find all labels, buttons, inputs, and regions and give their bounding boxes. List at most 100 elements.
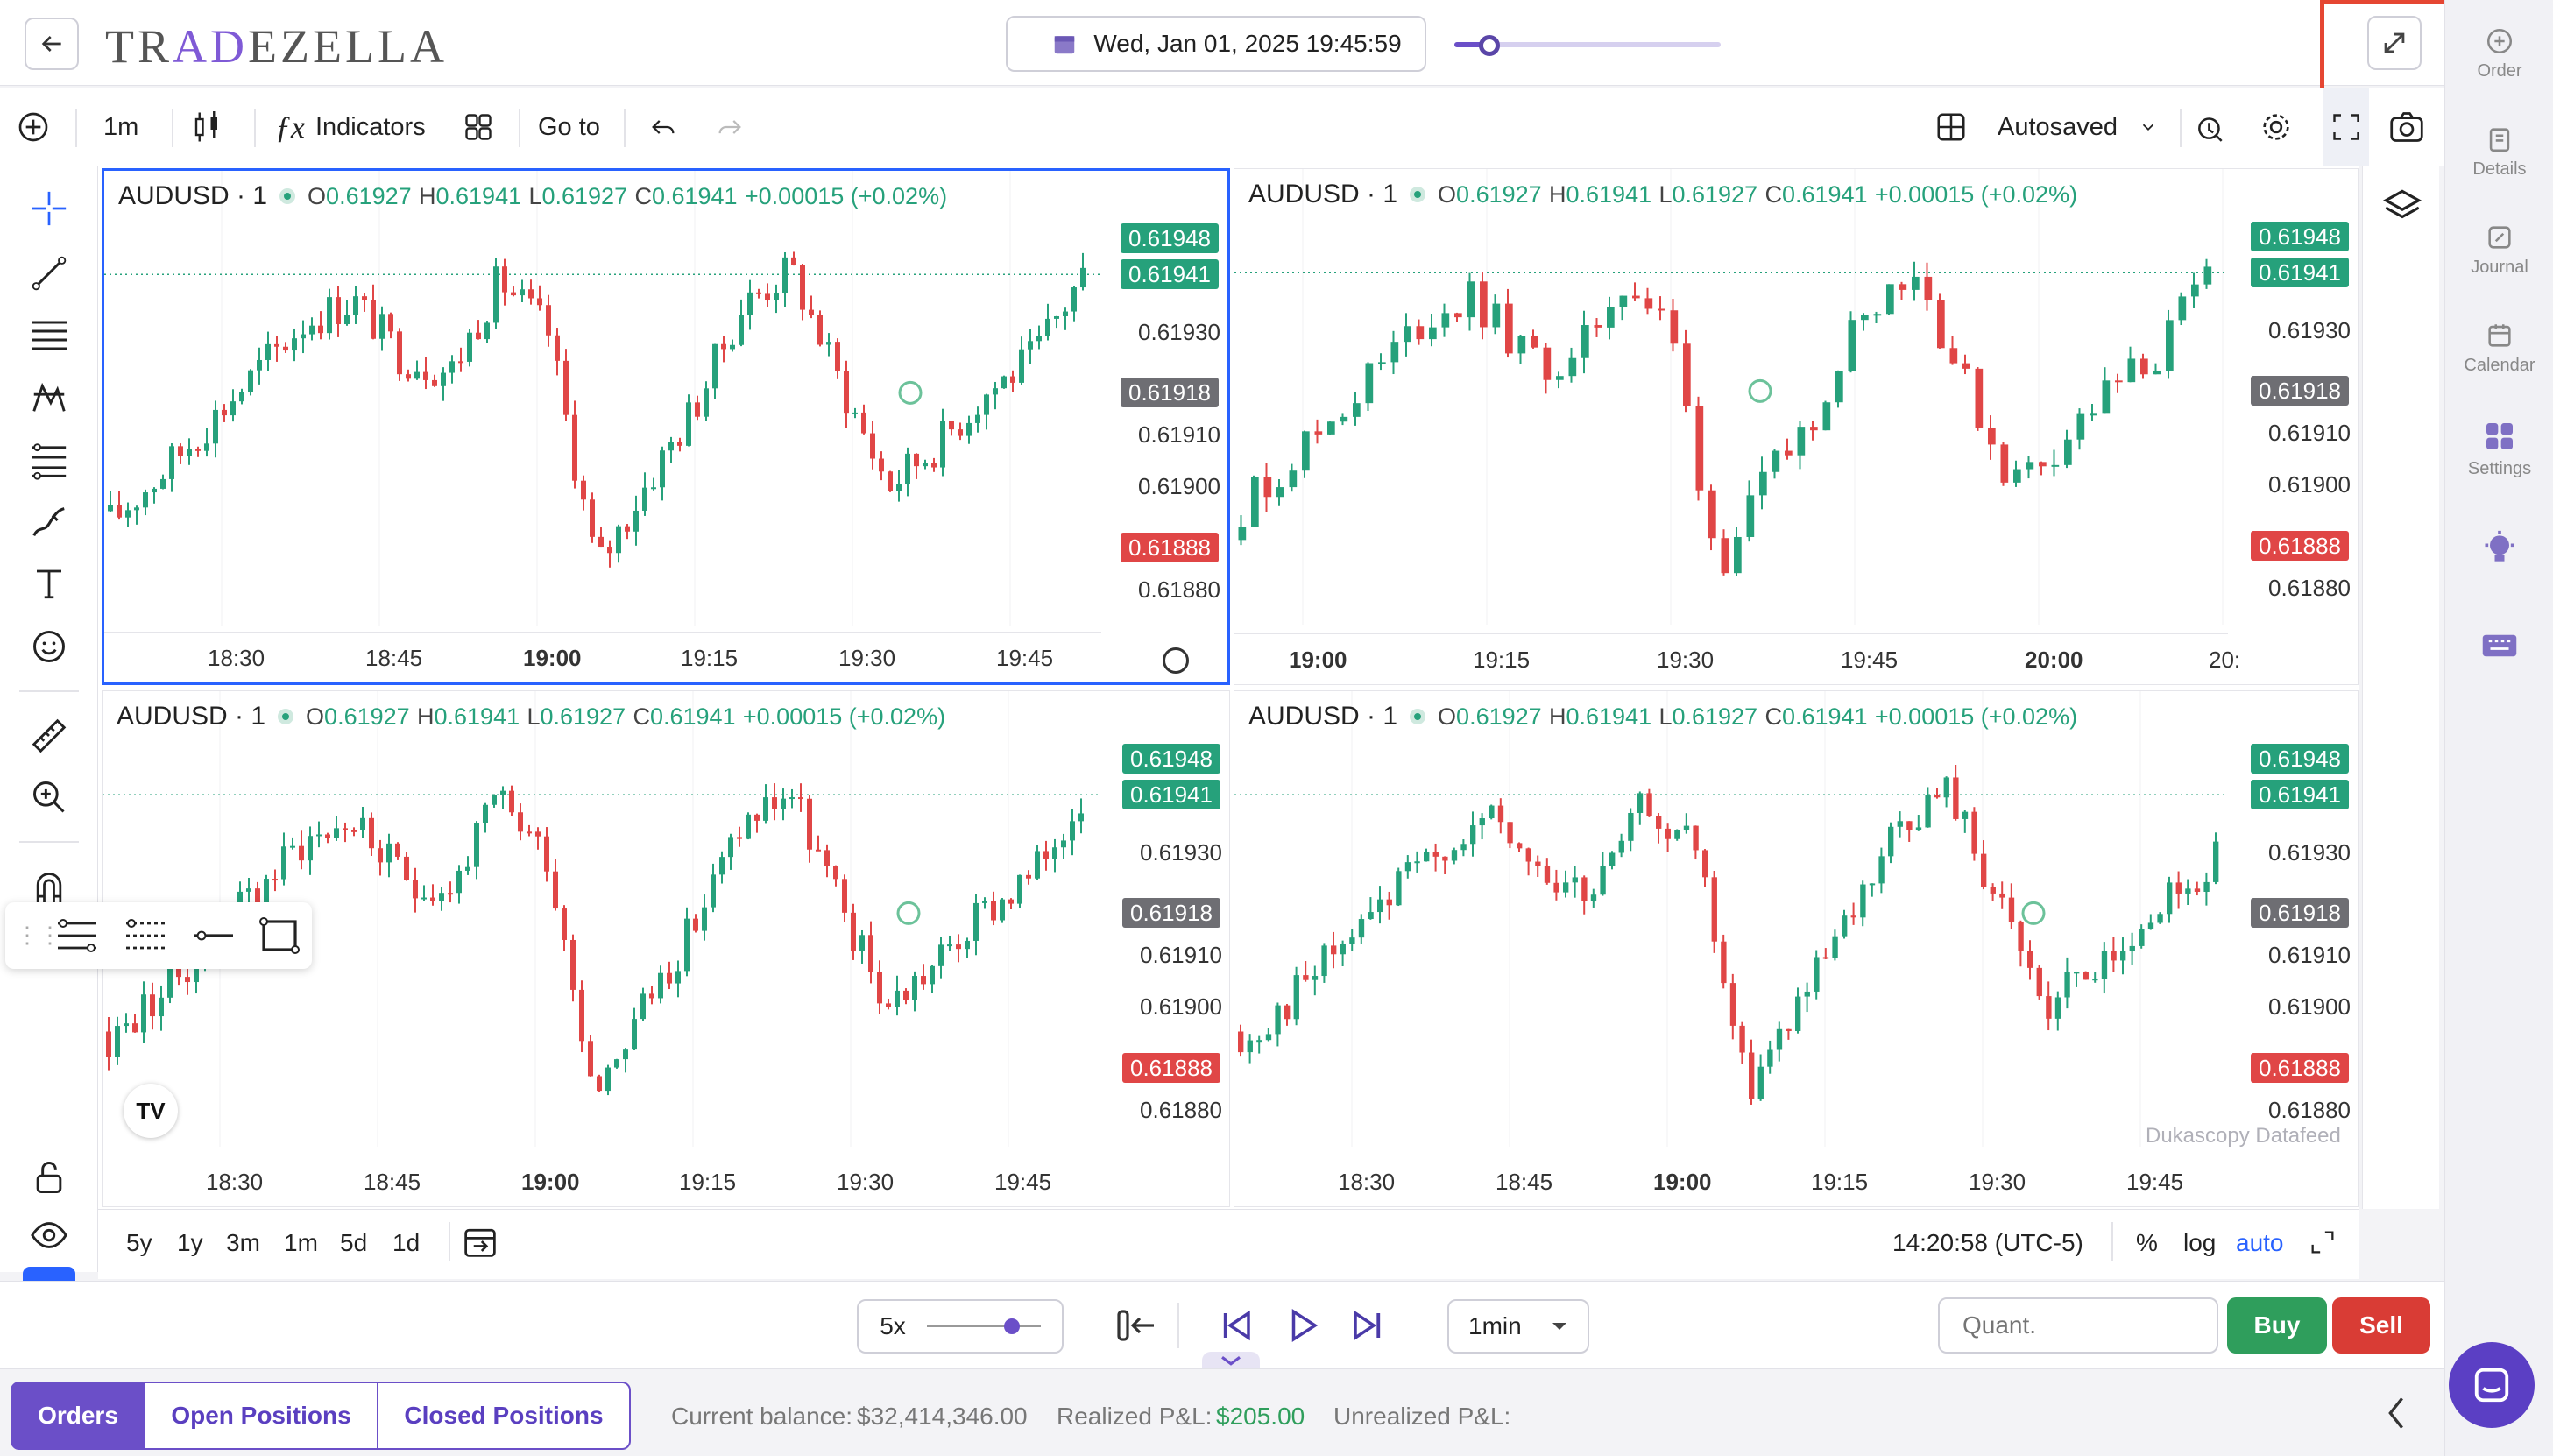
tips-button[interactable] — [2445, 529, 2553, 573]
trade-marker-icon[interactable] — [2021, 901, 2046, 925]
speed-control[interactable]: 5x — [857, 1299, 1064, 1354]
step-back-button[interactable] — [1111, 1304, 1158, 1351]
play-button[interactable] — [1284, 1306, 1321, 1349]
tab-orders[interactable]: Orders — [11, 1382, 145, 1450]
candle-body — [1563, 882, 1569, 893]
replay-date-slider[interactable] — [1454, 32, 1721, 58]
chart-pane[interactable]: AUDUSD · 1 O0.61927 H0.61941 L0.61927 C0.… — [1234, 168, 2359, 685]
nav-order[interactable]: Order — [2445, 26, 2553, 81]
candlestick-plot[interactable] — [1234, 169, 2228, 633]
nav-settings[interactable]: Settings — [2445, 419, 2553, 479]
nav-details[interactable]: Details — [2445, 124, 2553, 180]
undo-button[interactable] — [648, 88, 678, 166]
time-axis[interactable]: 19:00 19:15 19:30 19:45 20:00 20: — [1234, 633, 2240, 684]
collapse-footer-button[interactable] — [2385, 1396, 2408, 1435]
trade-marker-icon[interactable] — [898, 380, 923, 405]
nav-calendar[interactable]: Calendar — [2445, 321, 2553, 376]
candle-body — [1331, 945, 1337, 955]
layouts-button[interactable] — [463, 88, 494, 166]
range-3m[interactable]: 3m — [226, 1229, 260, 1256]
symbol-title[interactable]: AUDUSD · 1 — [117, 702, 266, 731]
range-5d[interactable]: 5d — [340, 1229, 368, 1256]
goto-button[interactable]: Go to — [538, 88, 600, 166]
screenshot-button[interactable] — [2388, 88, 2425, 166]
sell-button[interactable]: Sell — [2332, 1297, 2430, 1354]
candle-body — [1739, 1025, 1745, 1053]
pattern-tool[interactable] — [23, 371, 75, 424]
timezone-clock[interactable]: 14:20:58 (UTC-5) — [1892, 1229, 2083, 1256]
symbol-title[interactable]: AUDUSD · 1 — [1248, 180, 1398, 209]
chart-pane[interactable]: AUDUSD · 1 O0.61927 H0.61941 L0.61927 C0.… — [102, 168, 1230, 685]
time-axis[interactable]: 18:30 18:45 19:00 19:15 19:30 19:45 — [104, 632, 1101, 682]
candle-body — [859, 935, 865, 951]
chart-type-button[interactable] — [191, 88, 223, 166]
range-1m[interactable]: 1m — [284, 1229, 318, 1256]
chart-pane[interactable]: AUDUSD · 1 O0.61927 H0.61941 L0.61927 C0.… — [1234, 690, 2359, 1207]
hide-tool[interactable] — [23, 1209, 75, 1262]
candle-body — [816, 849, 821, 852]
fib-extension-option[interactable] — [123, 915, 168, 961]
time-axis[interactable]: 18:30 18:45 19:00 19:15 19:30 19:45 — [1234, 1156, 2228, 1206]
candle-body — [404, 856, 409, 880]
replay-interval-select[interactable]: 1min — [1447, 1299, 1589, 1354]
pane-settings-icon[interactable] — [1163, 647, 1189, 674]
tab-open-positions[interactable]: Open Positions — [144, 1382, 378, 1450]
percent-toggle[interactable]: % — [2136, 1229, 2158, 1256]
candle-body — [1052, 847, 1057, 859]
date-range-button[interactable] — [461, 1224, 499, 1263]
crosshair-tool[interactable] — [23, 182, 75, 235]
ray-option[interactable] — [191, 915, 237, 961]
collapse-handle[interactable] — [1202, 1352, 1260, 1369]
chart-pane[interactable]: AUDUSD · 1 O0.61927 H0.61941 L0.61927 C0.… — [102, 690, 1230, 1207]
speed-slider[interactable] — [926, 1318, 1041, 1335]
trendline-tool[interactable] — [23, 247, 75, 300]
brush-tool[interactable] — [23, 496, 75, 548]
fullscreen-button[interactable] — [2323, 88, 2369, 166]
trade-marker-icon[interactable] — [1748, 378, 1772, 403]
buy-button[interactable]: Buy — [2227, 1297, 2327, 1354]
tab-closed-positions[interactable]: Closed Positions — [377, 1382, 631, 1450]
slider-thumb[interactable] — [1479, 35, 1500, 56]
candlestick-plot[interactable] — [104, 171, 1101, 635]
horizontal-lines-tool[interactable] — [23, 308, 75, 361]
redo-button[interactable] — [715, 88, 745, 166]
range-1d[interactable]: 1d — [392, 1229, 421, 1256]
chart-settings-button[interactable] — [2259, 88, 2294, 166]
nav-journal[interactable]: Journal — [2445, 223, 2553, 278]
layout-select[interactable]: Autosaved — [1934, 88, 2158, 166]
drag-handle-icon[interactable]: ⋮⋮ — [16, 922, 61, 948]
magnet-tool[interactable] — [23, 862, 75, 915]
skip-back-button[interactable] — [1218, 1306, 1255, 1349]
symbol-title[interactable]: AUDUSD · 1 — [118, 181, 268, 210]
quantity-input[interactable] — [1938, 1297, 2218, 1354]
log-toggle[interactable]: log — [2183, 1229, 2217, 1256]
candlestick-plot[interactable] — [1234, 691, 2228, 1156]
trade-marker-icon[interactable] — [896, 901, 921, 925]
object-tree-button[interactable] — [2362, 166, 2439, 1209]
interval-button[interactable]: 1m — [103, 88, 138, 166]
range-1y[interactable]: 1y — [177, 1229, 203, 1256]
skip-forward-button[interactable] — [1349, 1306, 1386, 1349]
symbol-title[interactable]: AUDUSD · 1 — [1248, 702, 1398, 731]
range-5y[interactable]: 5y — [126, 1229, 152, 1256]
rectangle-option[interactable] — [258, 915, 301, 961]
maximize-pane-button[interactable] — [2308, 1227, 2337, 1262]
keyboard-button[interactable] — [2445, 631, 2553, 666]
replay-date-picker[interactable]: Wed, Jan 01, 2025 19:45:59 — [1006, 16, 1426, 72]
text-tool[interactable] — [23, 557, 75, 610]
lock-tool[interactable] — [23, 1151, 75, 1204]
chat-button[interactable] — [2449, 1342, 2535, 1428]
zoom-tool[interactable] — [23, 771, 75, 823]
auto-toggle[interactable]: auto — [2236, 1229, 2284, 1256]
quick-search-button[interactable] — [2194, 88, 2227, 166]
price-axis-label: 0.61900 — [2268, 993, 2351, 1021]
back-button[interactable] — [25, 18, 79, 70]
expand-button[interactable] — [2367, 16, 2422, 70]
indicators-button[interactable]: ƒx Indicators — [275, 88, 426, 166]
fib-tool[interactable] — [23, 435, 75, 487]
add-symbol-button[interactable] — [16, 88, 51, 166]
time-axis[interactable]: 18:30 18:45 19:00 19:15 19:30 19:45 — [103, 1156, 1100, 1206]
measure-tool[interactable] — [23, 710, 75, 762]
fib-retracement-option[interactable] — [54, 915, 100, 961]
emoji-tool[interactable] — [23, 620, 75, 673]
